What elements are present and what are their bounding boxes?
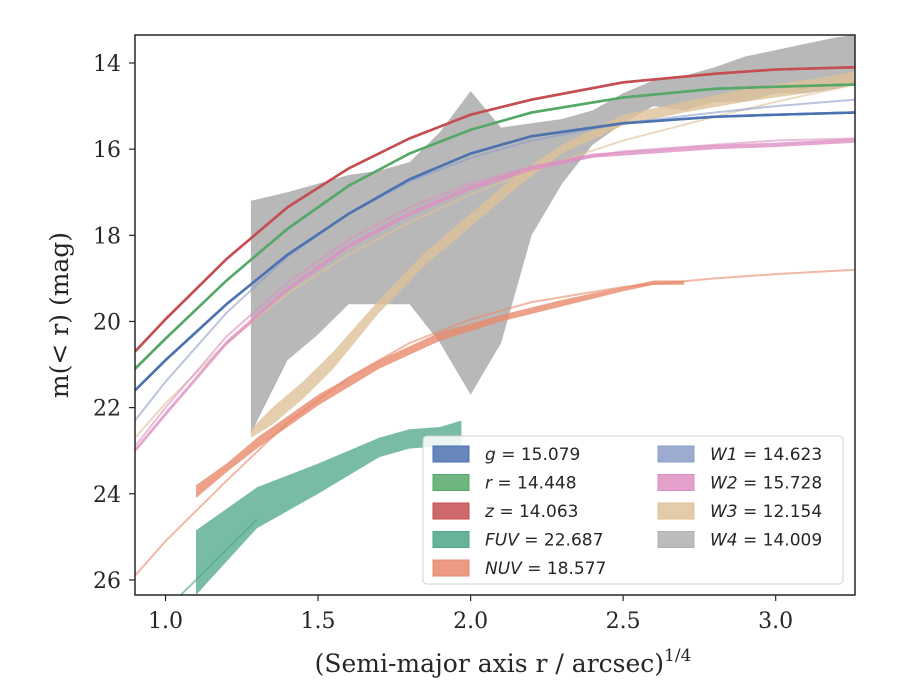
axis-ticks: 1.0 1.5 2.0 2.5 3.0 14 16 18 20 22 24 26 (93, 52, 793, 634)
legend-label-W1: W1 = 14.623 (710, 445, 822, 465)
legend-swatch-W2 (657, 474, 695, 491)
x-tick-label: 1.0 (148, 609, 183, 634)
y-tick-label: 20 (93, 310, 121, 335)
y-tick-label: 24 (93, 483, 121, 508)
x-axis-label-text: (Semi-major axis r / arcsec) (315, 649, 664, 678)
x-axis-label-exponent: 1/4 (664, 646, 691, 666)
fit-line-NUV (135, 268, 855, 577)
legend-swatch-r (432, 474, 470, 491)
fit-line-W2 (135, 137, 855, 448)
y-tick-label: 26 (93, 569, 121, 594)
legend-label-W2: W2 = 15.728 (710, 474, 822, 494)
legend-label-z: z = 14.063 (484, 502, 578, 522)
x-tick-label: 3.0 (758, 609, 793, 634)
band-FUV (196, 420, 462, 595)
legend: g = 15.079 r = 14.448 z = 14.063 FUV = 22.6… (422, 435, 844, 585)
y-tick-label: 14 (93, 52, 121, 77)
legend-swatch-z (432, 502, 470, 520)
fit-line-W1 (135, 98, 855, 422)
fit-line-FUV (179, 518, 258, 595)
legend-label-FUV: FUV = 22.687 (485, 531, 603, 551)
x-tick-label: 1.5 (301, 609, 336, 634)
legend-swatch-W3 (657, 502, 695, 520)
y-tick-label: 22 (93, 397, 121, 422)
y-tick-label: 18 (93, 224, 121, 249)
data-line-z (135, 66, 855, 353)
legend-swatch-W4 (657, 531, 695, 548)
x-axis-label: (Semi-major axis r / arcsec)1/4 (315, 646, 692, 678)
legend-label-g: g = 15.079 (485, 445, 580, 465)
y-axis-label: m(< r) (mag) (45, 232, 74, 398)
legend-label-r: r = 14.448 (485, 474, 577, 494)
legend-label-W3: W3 = 12.154 (710, 502, 822, 522)
legend-label-NUV: NUV = 18.577 (485, 559, 606, 579)
data-line-g (135, 111, 855, 392)
y-tick-label: 16 (93, 138, 121, 163)
legend-swatch-NUV (432, 559, 470, 577)
legend-swatch-g (432, 445, 470, 463)
legend-box (422, 435, 844, 585)
legend-swatch-FUV (432, 531, 470, 548)
x-tick-label: 2.0 (453, 609, 488, 634)
band-W2 (135, 138, 855, 453)
legend-label-W4: W4 = 14.009 (710, 531, 822, 551)
plot-frame (134, 34, 856, 596)
data-line-r (135, 83, 855, 370)
legend-swatch-W1 (657, 445, 695, 463)
x-tick-label: 2.5 (606, 609, 641, 634)
